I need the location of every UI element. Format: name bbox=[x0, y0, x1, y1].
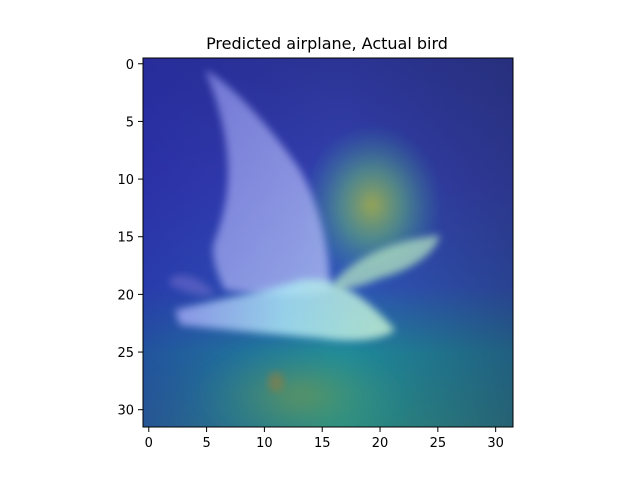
y-tick-label: 0 bbox=[126, 58, 134, 73]
y-tick-label: 20 bbox=[117, 288, 134, 303]
x-tick-label: 0 bbox=[145, 436, 153, 451]
x-tick-label: 10 bbox=[256, 436, 273, 451]
bird-shape bbox=[170, 70, 440, 392]
y-axis: 0 5 10 15 20 25 30 bbox=[117, 58, 143, 419]
y-tick-label: 30 bbox=[117, 404, 134, 419]
heatmap-image bbox=[143, 58, 513, 427]
x-tick-label: 15 bbox=[314, 436, 331, 451]
x-axis: 0 5 10 15 20 25 30 bbox=[145, 427, 504, 451]
y-tick-label: 25 bbox=[117, 346, 134, 361]
y-tick-label: 10 bbox=[117, 173, 134, 188]
x-tick-label: 25 bbox=[430, 436, 447, 451]
y-tick-label: 15 bbox=[117, 231, 134, 246]
chart-title: Predicted airplane, Actual bird bbox=[206, 34, 448, 53]
x-tick-label: 30 bbox=[487, 436, 504, 451]
x-tick-label: 20 bbox=[372, 436, 389, 451]
axes-frame bbox=[142, 57, 514, 428]
y-tick-label: 5 bbox=[126, 115, 134, 130]
x-tick-label: 5 bbox=[202, 436, 210, 451]
